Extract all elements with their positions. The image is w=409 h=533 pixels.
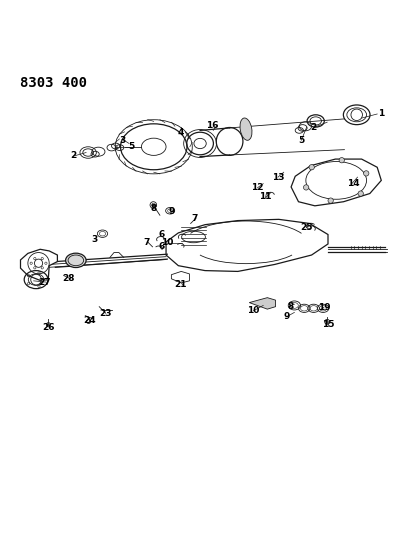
Text: 8: 8 [150,204,157,213]
Text: 7: 7 [191,214,198,223]
Text: 14: 14 [346,179,359,188]
Text: 23: 23 [99,309,112,318]
Text: 27: 27 [38,278,50,287]
Circle shape [338,158,344,163]
Polygon shape [290,159,380,206]
Circle shape [303,185,308,190]
Text: 11: 11 [259,192,271,201]
Circle shape [363,171,368,176]
Text: 12: 12 [251,183,263,192]
Text: 15: 15 [321,320,333,329]
Text: 9: 9 [283,312,290,321]
Text: 10: 10 [247,306,259,316]
Circle shape [357,191,362,196]
Text: 24: 24 [83,316,95,325]
Text: 16: 16 [206,120,218,130]
Text: 7: 7 [143,238,150,247]
Text: 21: 21 [174,280,186,289]
Text: 6: 6 [158,230,165,239]
Text: 6: 6 [158,243,165,252]
Text: 25: 25 [300,223,312,232]
Text: 4: 4 [177,127,183,136]
Circle shape [308,165,314,170]
Ellipse shape [65,253,86,268]
Text: 3: 3 [91,236,97,244]
Text: 3: 3 [119,136,126,145]
Polygon shape [171,271,189,283]
Text: 5: 5 [128,142,134,151]
Polygon shape [20,249,57,280]
Text: 2: 2 [70,151,77,160]
Text: 5: 5 [297,136,304,145]
Text: 13: 13 [271,173,283,182]
Text: 10: 10 [161,238,173,247]
Text: 26: 26 [42,322,54,332]
Circle shape [327,198,333,203]
Text: 1: 1 [377,109,384,118]
Text: 28: 28 [63,274,75,284]
Text: 19: 19 [317,303,329,312]
Text: 8303 400: 8303 400 [20,76,87,90]
Polygon shape [249,297,275,309]
Text: 8: 8 [286,302,293,311]
Text: 2: 2 [310,123,316,132]
Ellipse shape [239,118,252,140]
Text: 9: 9 [168,207,174,216]
Polygon shape [166,220,327,271]
